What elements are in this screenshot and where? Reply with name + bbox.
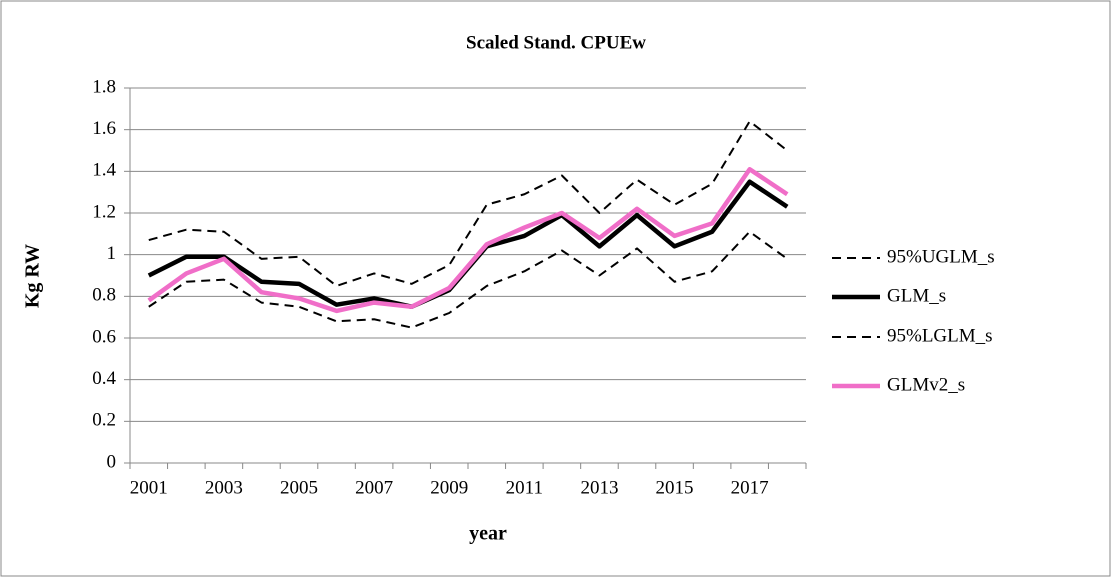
x-tick-label: 2007 [355, 477, 393, 498]
series-line [147, 167, 789, 314]
y-tick-label: 1.4 [92, 160, 116, 181]
x-tick-label: 2011 [506, 477, 543, 498]
x-tick-label: 2009 [430, 477, 468, 498]
x-tick-label: 2015 [656, 477, 694, 498]
series-line [148, 120, 788, 287]
x-tick-label: 2001 [130, 477, 168, 498]
legend-label: 95%UGLM_s [887, 246, 995, 267]
y-tick-label: 0.2 [92, 410, 116, 431]
y-tick-label: 0.6 [92, 326, 116, 347]
y-axis-title: Kg RW [22, 244, 44, 308]
y-tick-label: 1.6 [92, 118, 116, 139]
y-tick-label: 0.8 [92, 285, 116, 306]
x-tick-label: 2017 [731, 477, 769, 498]
x-tick-label: 2003 [205, 477, 243, 498]
y-tick-label: 0.4 [92, 368, 116, 389]
legend-label: 95%LGLM_s [887, 325, 993, 346]
y-tick-label: 0 [107, 451, 117, 472]
y-tick-label: 1.2 [92, 201, 116, 222]
x-tick-label: 2005 [280, 477, 318, 498]
y-tick-label: 1.8 [92, 76, 116, 97]
chart-title: Scaled Stand. CPUEw [466, 32, 646, 53]
legend-label: GLMv2_s [887, 374, 965, 395]
y-tick-label: 1 [107, 243, 117, 264]
x-axis-title: year [469, 523, 507, 545]
legend-label: GLM_s [887, 285, 946, 306]
x-tick-label: 2013 [580, 477, 618, 498]
